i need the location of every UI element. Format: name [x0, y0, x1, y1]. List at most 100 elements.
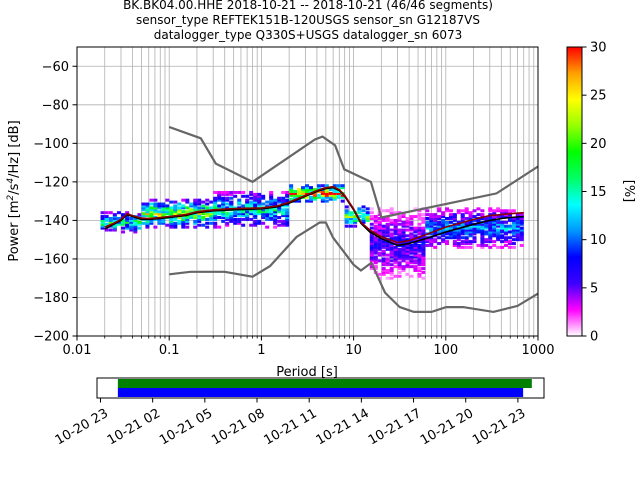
- psd-density-cell: [249, 217, 254, 221]
- psd-density-cell: [273, 216, 278, 220]
- psd-density-cell: [241, 212, 246, 216]
- psd-density-cell: [409, 216, 414, 220]
- psd-density-cell: [401, 259, 406, 263]
- psd-density-cell: [397, 234, 402, 238]
- psd-density-cell: [405, 234, 410, 238]
- psd-density-cell: [397, 251, 402, 255]
- psd-density-cell: [104, 211, 109, 215]
- psd-density-cell: [340, 186, 345, 190]
- psd-density-cell: [213, 217, 218, 221]
- psd-density-cell: [253, 219, 258, 223]
- psd-density-cell: [149, 202, 154, 206]
- psd-density-cell: [397, 218, 402, 222]
- psd-density-cell: [480, 236, 485, 240]
- psd-density-cell: [213, 200, 218, 204]
- psd-density-cell: [281, 212, 286, 216]
- psd-density-cell: [511, 220, 516, 224]
- psd-density-cell: [401, 236, 406, 240]
- psd-density-cell: [417, 243, 422, 247]
- psd-density-cell: [205, 206, 210, 210]
- psd-density-cell: [488, 232, 493, 236]
- psd-density-cell: [213, 202, 218, 206]
- psd-density-cell: [401, 255, 406, 259]
- psd-density-cell: [373, 226, 378, 230]
- psd-density-cell: [177, 219, 182, 223]
- psd-density-cell: [225, 221, 230, 225]
- psd-density-cell: [401, 242, 406, 246]
- psd-density-cell: [476, 228, 481, 232]
- psd-density-cell: [425, 216, 430, 220]
- psd-density-cell: [253, 200, 258, 204]
- psd-density-cell: [464, 220, 469, 224]
- psd-density-cell: [511, 234, 516, 238]
- colorbar-tick-label: 0: [590, 330, 598, 345]
- psd-density-cell: [441, 240, 446, 244]
- psd-density-cell: [401, 222, 406, 226]
- psd-density-cell: [185, 210, 190, 214]
- psd-density-cell: [289, 186, 294, 190]
- timeline-tick-label: 10-21 02: [105, 406, 163, 448]
- psd-density-cell: [492, 228, 497, 232]
- psd-density-cell: [205, 217, 210, 221]
- psd-density-cell: [421, 220, 426, 224]
- psd-density-cell: [137, 215, 142, 219]
- psd-density-cell: [149, 210, 154, 214]
- psd-density-cell: [492, 222, 497, 226]
- psd-density-cell: [456, 211, 461, 215]
- psd-density-cell: [297, 191, 302, 195]
- psd-density-cell: [253, 221, 258, 225]
- psd-density-cell: [460, 224, 465, 228]
- psd-density-cell: [285, 208, 290, 212]
- psd-density-cell: [340, 184, 345, 188]
- psd-density-cell: [507, 216, 512, 220]
- psd-density-cell: [401, 267, 406, 271]
- psd-density-cell: [389, 209, 394, 213]
- psd-density-cell: [401, 265, 406, 269]
- psd-density-cell: [245, 202, 250, 206]
- psd-density-cell: [197, 217, 202, 221]
- psd-density-cell: [344, 220, 349, 224]
- psd-density-cell: [125, 226, 130, 230]
- psd-density-cell: [269, 196, 274, 200]
- psd-density-cell: [229, 212, 234, 216]
- psd-density-cell: [377, 245, 382, 249]
- psd-density-cell: [229, 190, 234, 194]
- psd-density-cell: [393, 245, 398, 249]
- psd-density-cell: [253, 198, 258, 202]
- psd-density-cell: [377, 276, 382, 280]
- psd-density-cell: [417, 215, 422, 219]
- psd-density-cell: [285, 217, 290, 221]
- psd-density-cell: [229, 204, 234, 208]
- psd-density-cell: [365, 218, 370, 222]
- psd-density-cell: [456, 236, 461, 240]
- psd-density-cell: [389, 276, 394, 280]
- psd-density-cell: [369, 222, 374, 226]
- psd-density-cell: [515, 228, 520, 232]
- psd-density-cell: [269, 212, 274, 216]
- psd-density-cell: [285, 223, 290, 227]
- psd-density-cell: [221, 198, 226, 202]
- psd-density-cell: [377, 242, 382, 246]
- psd-density-cell: [389, 267, 394, 271]
- psd-density-cell: [381, 230, 386, 234]
- psd-density-cell: [213, 225, 218, 229]
- x-tick-label: 1: [257, 343, 265, 358]
- psd-density-cell: [484, 243, 489, 247]
- psd-density-cell: [500, 224, 505, 228]
- psd-density-cell: [405, 218, 410, 222]
- title-line-1: BK.BK04.00.HHE 2018-10-21 -- 2018-10-21 …: [123, 0, 493, 12]
- psd-density-cell: [413, 251, 418, 255]
- psd-density-cell: [441, 224, 446, 228]
- psd-density-cell: [285, 210, 290, 214]
- psd-density-cell: [361, 215, 366, 219]
- psd-density-cell: [401, 220, 406, 224]
- psd-density-cell: [301, 190, 306, 193]
- psd-density-cell: [157, 221, 162, 225]
- psd-density-cell: [397, 255, 402, 259]
- psd-density-cell: [476, 230, 481, 234]
- psd-density-cell: [385, 268, 390, 272]
- psd-density-cell: [511, 209, 516, 213]
- psd-density-cell: [157, 204, 162, 208]
- psd-density-cell: [417, 259, 422, 263]
